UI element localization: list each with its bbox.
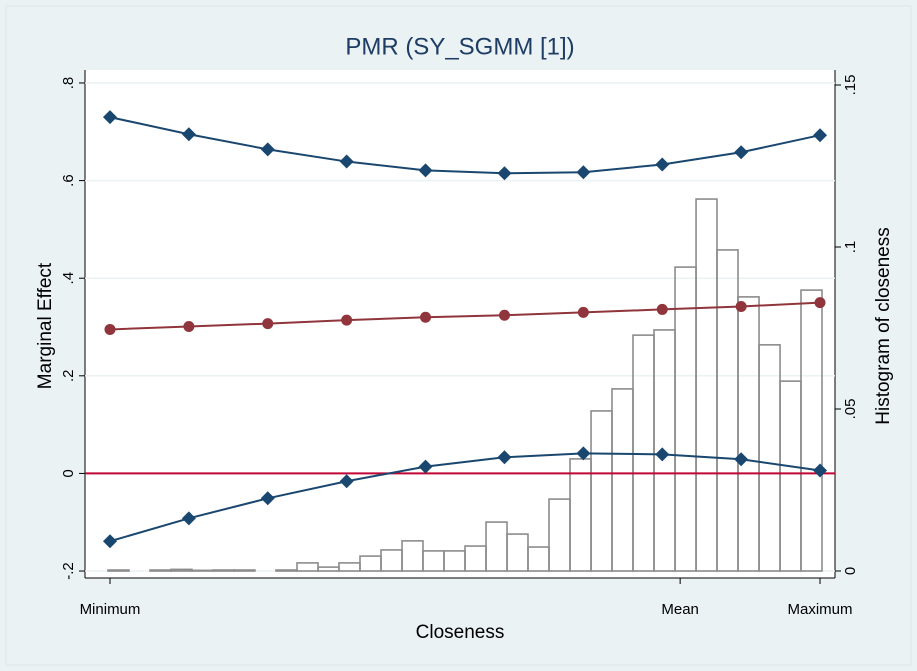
histogram-bar [233, 569, 256, 572]
data-point [418, 459, 433, 474]
data-point [181, 511, 196, 526]
data-point [420, 311, 432, 323]
data-point [576, 165, 591, 180]
y-tick-label: -.2 [60, 562, 77, 580]
data-point [262, 318, 274, 330]
data-point [181, 127, 196, 142]
data-point [260, 491, 275, 506]
y2-axis-label: Histogram of closeness [873, 227, 894, 424]
histogram-bar [107, 569, 130, 572]
data-point [341, 314, 353, 326]
histogram-bar [212, 569, 235, 572]
data-point [260, 142, 275, 157]
chart-title: PMR (SY_SGMM [1]) [345, 33, 574, 60]
histogram-bar [275, 569, 298, 572]
y-tick-label: .4 [60, 272, 77, 285]
y-axis-label: Marginal Effect [35, 262, 56, 389]
x-tick-label: Maximum [788, 601, 853, 618]
data-point [814, 297, 826, 309]
data-point [497, 166, 512, 181]
data-point [498, 309, 510, 321]
y2-tick-label: .15 [842, 75, 859, 96]
data-point [734, 452, 749, 467]
data-point [655, 157, 670, 172]
series-line [109, 116, 821, 175]
data-point [339, 154, 354, 169]
data-point [102, 110, 117, 125]
data-point [418, 163, 433, 178]
y-tick-label: .2 [60, 370, 77, 383]
data-point [813, 463, 828, 478]
data-point [735, 301, 747, 313]
histogram-bar [149, 569, 172, 572]
data-point [183, 321, 195, 333]
data-point [576, 446, 591, 461]
histogram-bar [191, 569, 214, 572]
plot-area [85, 70, 835, 578]
data-point [497, 450, 512, 465]
data-point [734, 145, 749, 160]
y-tick-label: .6 [60, 174, 77, 187]
x-axis-label: Closeness [416, 622, 505, 643]
series-line [109, 452, 821, 543]
y2-tick-label: 0 [842, 567, 859, 575]
data-point [102, 534, 117, 549]
x-tick-label: Minimum [80, 601, 141, 618]
y-tick-label: 0 [60, 469, 77, 477]
data-point [813, 128, 828, 143]
histogram-bar [800, 289, 823, 572]
data-point [104, 323, 116, 335]
x-tick-label: Mean [661, 601, 699, 618]
y2-tick-label: .05 [842, 399, 859, 420]
data-point [577, 306, 589, 318]
data-point [656, 303, 668, 315]
data-point [655, 447, 670, 462]
y-tick-label: .8 [60, 77, 77, 90]
data-point [339, 474, 354, 489]
series-line [109, 301, 821, 331]
y2-tick-label: .1 [842, 241, 859, 254]
